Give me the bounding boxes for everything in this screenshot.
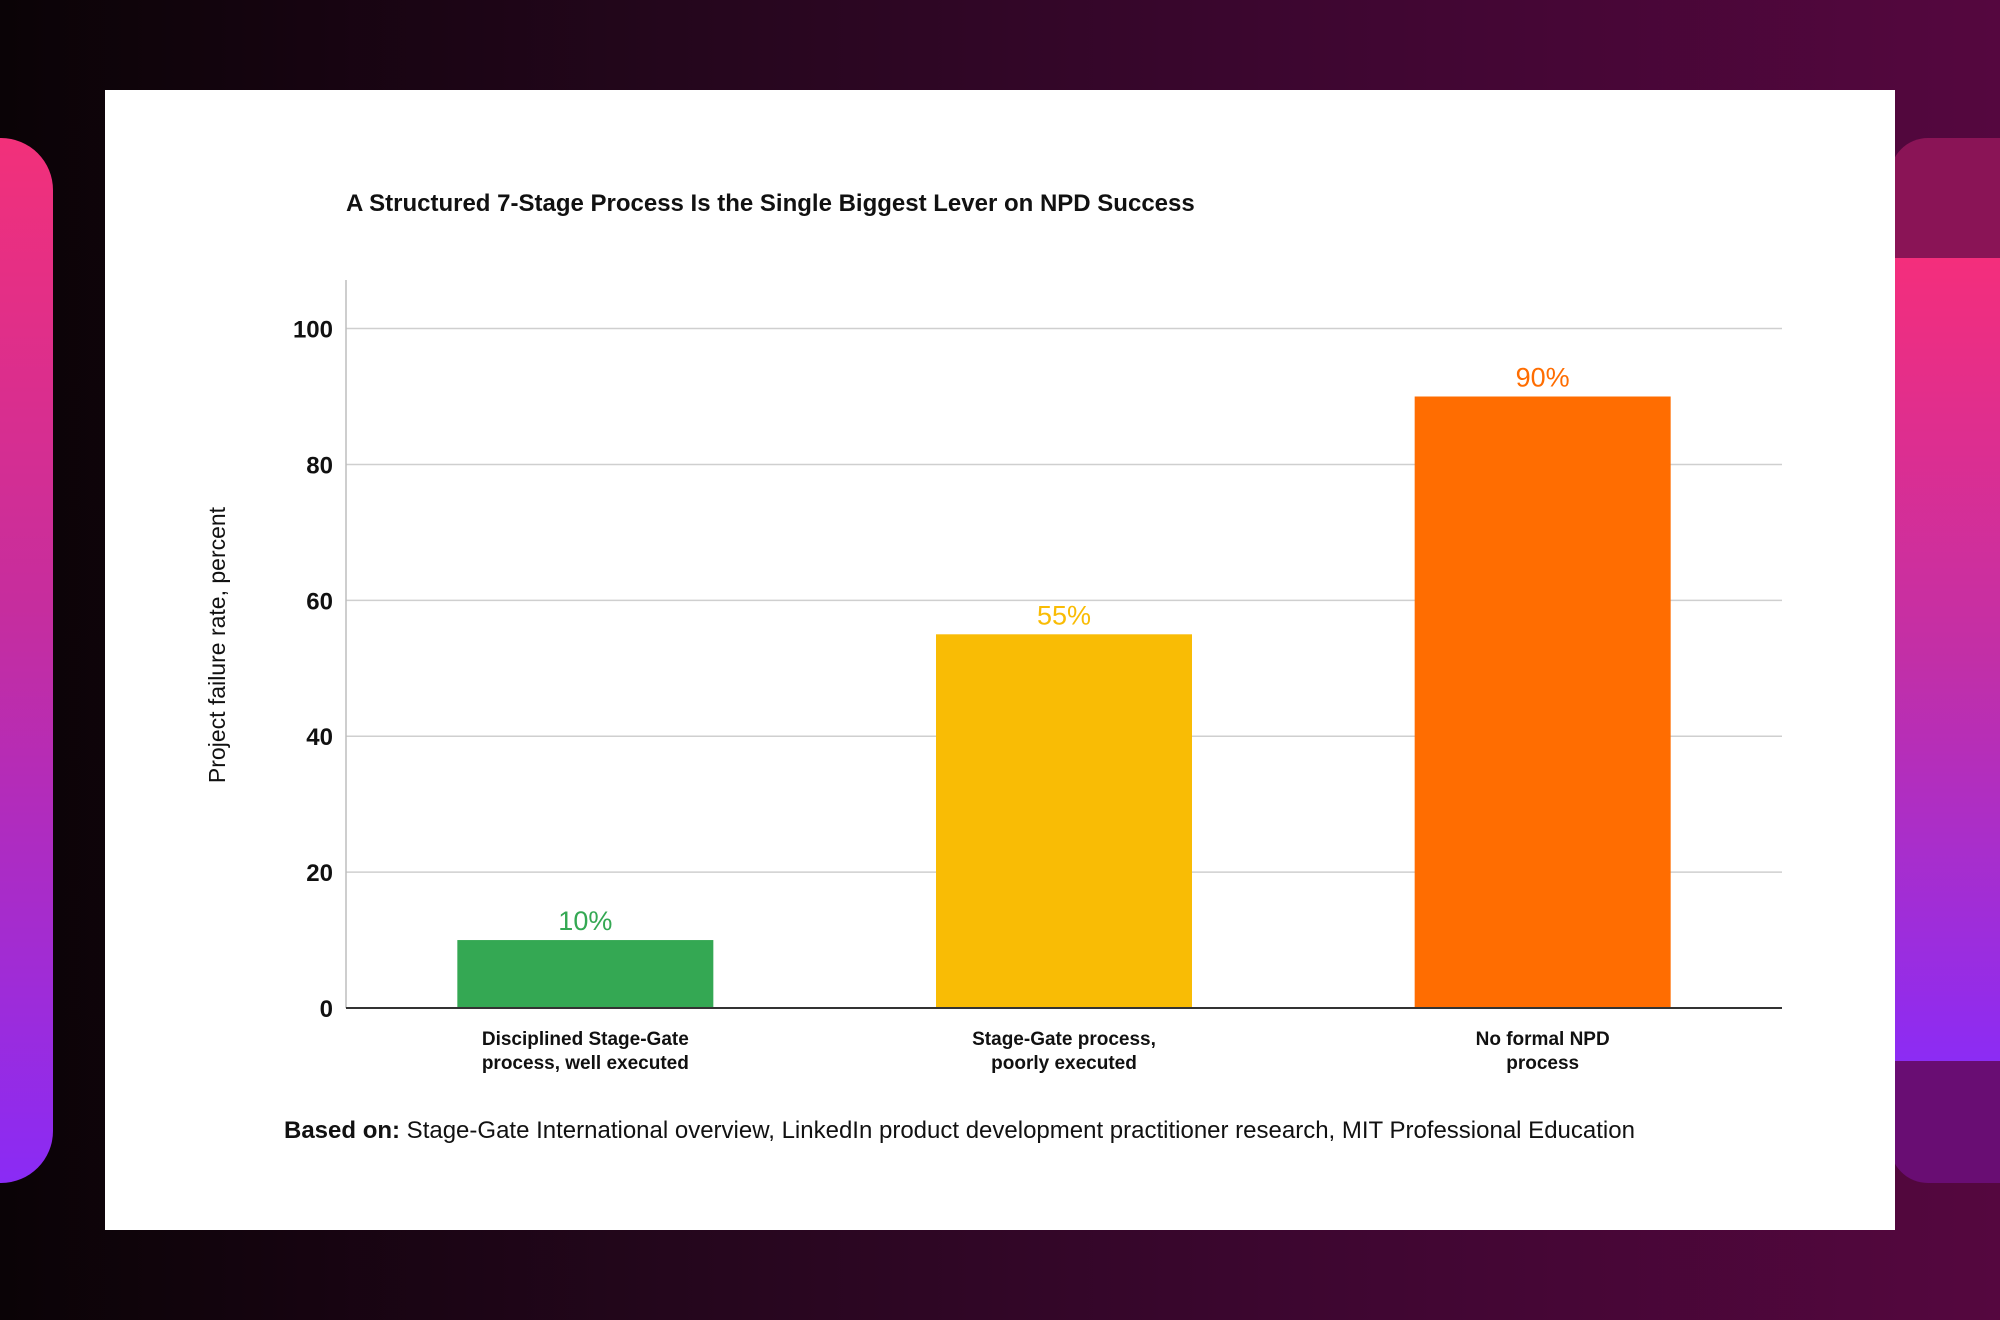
chart-title: A Structured 7-Stage Process Is the Sing… bbox=[346, 190, 1195, 217]
decorative-right-panel-top bbox=[1890, 138, 2000, 258]
x-category-label: poorly executed bbox=[991, 1053, 1137, 1074]
decorative-left-panel bbox=[0, 138, 53, 1183]
y-tick-label: 0 bbox=[320, 996, 333, 1023]
source-note: Based on: Stage-Gate International overv… bbox=[284, 1117, 1635, 1145]
y-tick-label: 100 bbox=[293, 317, 333, 344]
data-label: 10% bbox=[558, 906, 612, 936]
data-label: 90% bbox=[1516, 363, 1570, 393]
bar bbox=[936, 634, 1192, 1008]
y-tick-label: 80 bbox=[306, 452, 333, 479]
x-category-label: Stage-Gate process, bbox=[972, 1029, 1156, 1050]
bar bbox=[457, 940, 714, 1008]
x-category-label: process, well executed bbox=[482, 1053, 689, 1074]
data-label: 55% bbox=[1037, 600, 1091, 630]
x-category-label: No formal NPD bbox=[1476, 1029, 1610, 1050]
x-category-label: process bbox=[1506, 1053, 1579, 1074]
y-tick-label: 60 bbox=[306, 588, 333, 615]
source-label: Based on: bbox=[284, 1117, 401, 1144]
source-text: Stage-Gate International overview, Linke… bbox=[400, 1117, 1635, 1144]
y-tick-label: 40 bbox=[306, 724, 333, 751]
bar bbox=[1414, 396, 1671, 1009]
y-axis-title: Project failure rate, percent bbox=[204, 506, 230, 783]
x-category-label: Disciplined Stage-Gate bbox=[482, 1029, 689, 1050]
decorative-right-panel-bottom bbox=[1890, 1061, 2000, 1183]
decorative-right-panel-middle bbox=[1890, 258, 2000, 1061]
y-tick-label: 20 bbox=[306, 860, 333, 887]
